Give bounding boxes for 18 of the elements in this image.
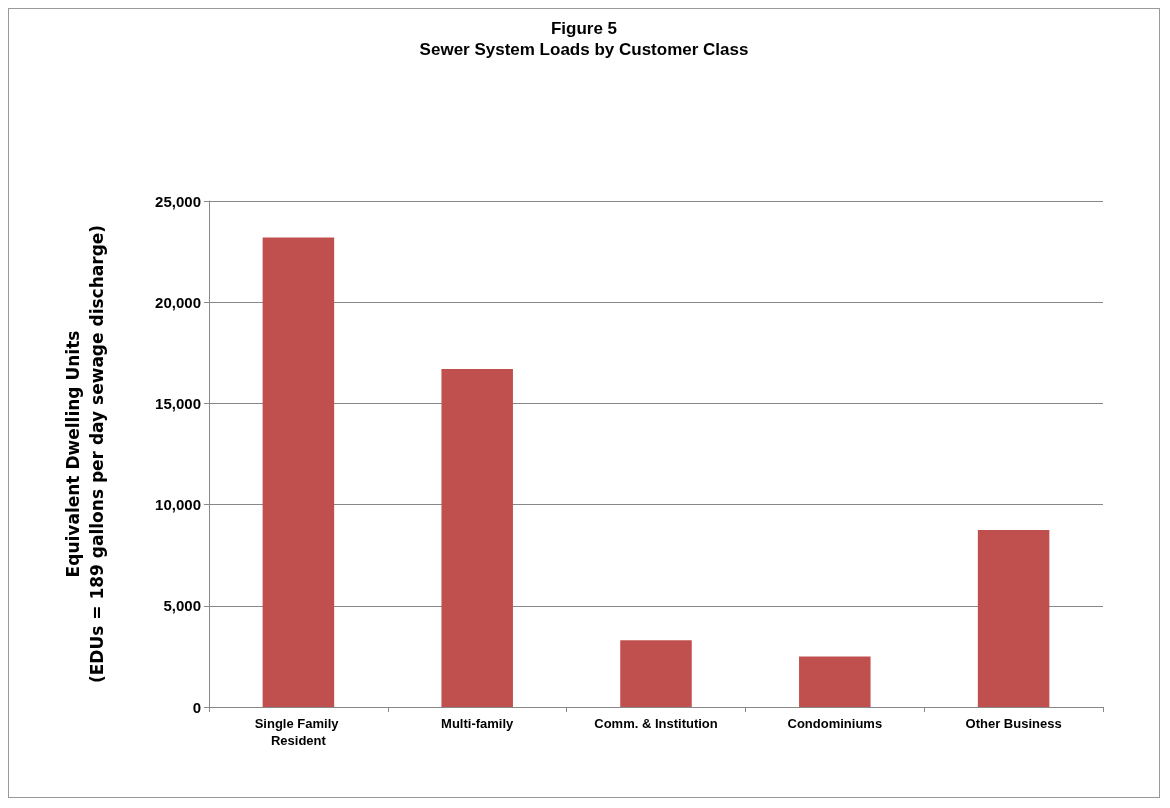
bar	[262, 237, 335, 707]
x-tick-label: Condominiums	[787, 716, 883, 731]
chart-title: Figure 5 Sewer System Loads by Customer Class	[419, 19, 749, 59]
y-tick-label: 5,000	[163, 597, 201, 615]
y-tick-label: 0	[192, 698, 201, 716]
bar	[799, 656, 871, 707]
x-tick-label: Single Family Resident	[254, 716, 343, 748]
y-tick-label: 15,000	[155, 394, 201, 412]
bar	[441, 368, 513, 707]
x-tick-label: Multi-family	[441, 716, 515, 731]
y-tick-label: 20,000	[155, 293, 201, 311]
bar	[620, 640, 692, 707]
x-tick-label: Other Business	[965, 716, 1062, 731]
bar	[977, 529, 1050, 707]
y-axis-title: Equivalent Dwelling Units (EDUs = 189 gallons per day sewage discharge)	[63, 224, 107, 684]
y-tick-label: 10,000	[155, 496, 201, 514]
x-tick-label: Comm. & Institution	[594, 716, 718, 731]
y-tick-label: 25,000	[155, 192, 201, 210]
